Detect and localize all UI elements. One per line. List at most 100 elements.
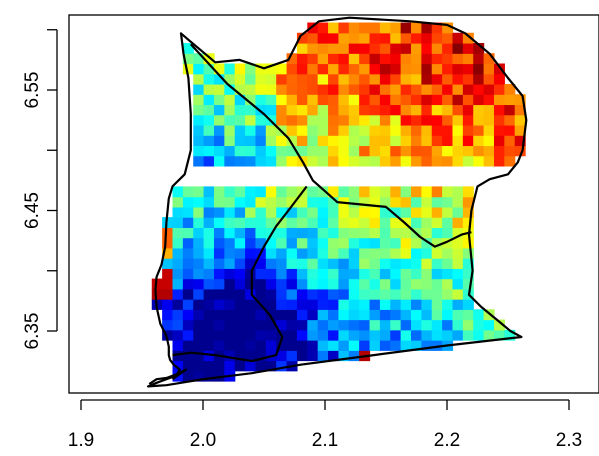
heatmap-cell [286, 145, 298, 157]
heatmap-cell [421, 22, 433, 34]
heatmap-cell [328, 104, 340, 116]
heatmap-cell [421, 268, 433, 280]
heatmap-cell [224, 360, 236, 372]
heatmap-cell [328, 206, 340, 218]
heatmap-cell [431, 83, 443, 95]
heatmap-cell [348, 145, 360, 157]
heatmap-cell [234, 278, 246, 290]
heatmap-cell [421, 319, 433, 331]
heatmap-cell [234, 360, 246, 372]
heatmap-cell [307, 196, 319, 208]
heatmap-cell [483, 94, 495, 106]
heatmap-cell [234, 329, 246, 341]
heatmap-cell [379, 32, 391, 44]
heatmap-cell [296, 350, 308, 362]
heatmap-cell [307, 268, 319, 280]
heatmap-cell [442, 145, 454, 157]
plot-frame [68, 14, 599, 394]
heatmap-cell [193, 309, 205, 321]
heatmap-cell [369, 329, 381, 341]
heatmap-cell [483, 114, 495, 126]
heatmap-cell [255, 114, 267, 126]
heatmap-cell [493, 155, 505, 167]
study-area-outline [147, 16, 528, 388]
heatmap-cell [307, 288, 319, 300]
heatmap-cell [379, 63, 391, 75]
heatmap-cell [276, 186, 288, 198]
heatmap-cell [286, 124, 298, 136]
heatmap-cell [462, 135, 474, 147]
heatmap-cell [328, 217, 340, 228]
heatmap-cell [193, 155, 205, 167]
heatmap-cell [348, 329, 360, 341]
heatmap-cell [162, 217, 174, 228]
heatmap-cell [182, 258, 194, 269]
heatmap-cell [307, 114, 319, 126]
heatmap-cell [172, 268, 184, 280]
heatmap-cell [390, 329, 402, 341]
heatmap-cell [162, 329, 174, 341]
heatmap-cell [224, 329, 236, 341]
heatmap-cell [400, 309, 412, 321]
heatmap-cell [473, 114, 485, 126]
heatmap-cell [307, 237, 319, 249]
heatmap-cell [162, 258, 174, 269]
heatmap-cell [245, 227, 257, 239]
heatmap-cell [390, 309, 402, 321]
heatmap-cell [421, 227, 433, 239]
heatmap-cell [245, 63, 257, 75]
heatmap-cell [400, 124, 412, 136]
heatmap-cell [369, 227, 381, 239]
heatmap-cell [348, 73, 360, 85]
heatmap-cell [431, 32, 443, 44]
heatmap-cell [182, 340, 194, 351]
heatmap-cell [224, 145, 236, 157]
heatmap-cell [193, 227, 205, 239]
heatmap-cell [442, 94, 454, 106]
heatmap-cell [379, 94, 391, 106]
heatmap-cell [431, 237, 443, 249]
heatmap-cell [286, 329, 298, 341]
heatmap-cell [328, 288, 340, 300]
heatmap-cell [234, 155, 246, 167]
heatmap-cell [400, 63, 412, 75]
heatmap-cell [193, 258, 205, 269]
heatmap-cell [369, 278, 381, 290]
heatmap-cell [296, 53, 308, 65]
heatmap-cell [296, 288, 308, 300]
heatmap-cell [213, 340, 225, 351]
heatmap-cell [317, 258, 329, 269]
heatmap-cell [483, 155, 495, 167]
heatmap-cell [224, 217, 236, 228]
heatmap-cell [411, 329, 422, 341]
heatmap-cell [379, 217, 391, 228]
heatmap-cell [213, 145, 225, 157]
heatmap-cell [203, 145, 215, 157]
heatmap-cell [431, 288, 443, 300]
heatmap-cell [213, 196, 225, 208]
heatmap-cell [172, 340, 184, 351]
heatmap-cell [286, 63, 298, 75]
heatmap-cell [182, 227, 194, 239]
heatmap-cell [348, 319, 360, 331]
heatmap-cell [400, 53, 412, 65]
y-tick-label: 6.45 [22, 192, 43, 229]
heatmap-cell [452, 237, 464, 249]
heatmap-cell [234, 104, 246, 116]
heatmap-cell [317, 73, 329, 85]
heatmap-cell [276, 104, 288, 116]
heatmap-cell [338, 73, 350, 85]
heatmap-cell [369, 22, 381, 34]
heatmap-cell [286, 83, 298, 95]
heatmap-cell [193, 186, 205, 198]
heatmap-cell [193, 350, 205, 362]
heatmap-cell [338, 309, 350, 321]
heatmap-cell [369, 309, 381, 321]
heatmap-cell [182, 329, 194, 341]
heatmap-cell [348, 135, 360, 147]
heatmap-cell [255, 309, 267, 321]
heatmap-cell [348, 53, 360, 65]
heatmap-cell [400, 104, 412, 116]
heatmap-cell [338, 145, 350, 157]
heatmap-cell [431, 278, 443, 290]
